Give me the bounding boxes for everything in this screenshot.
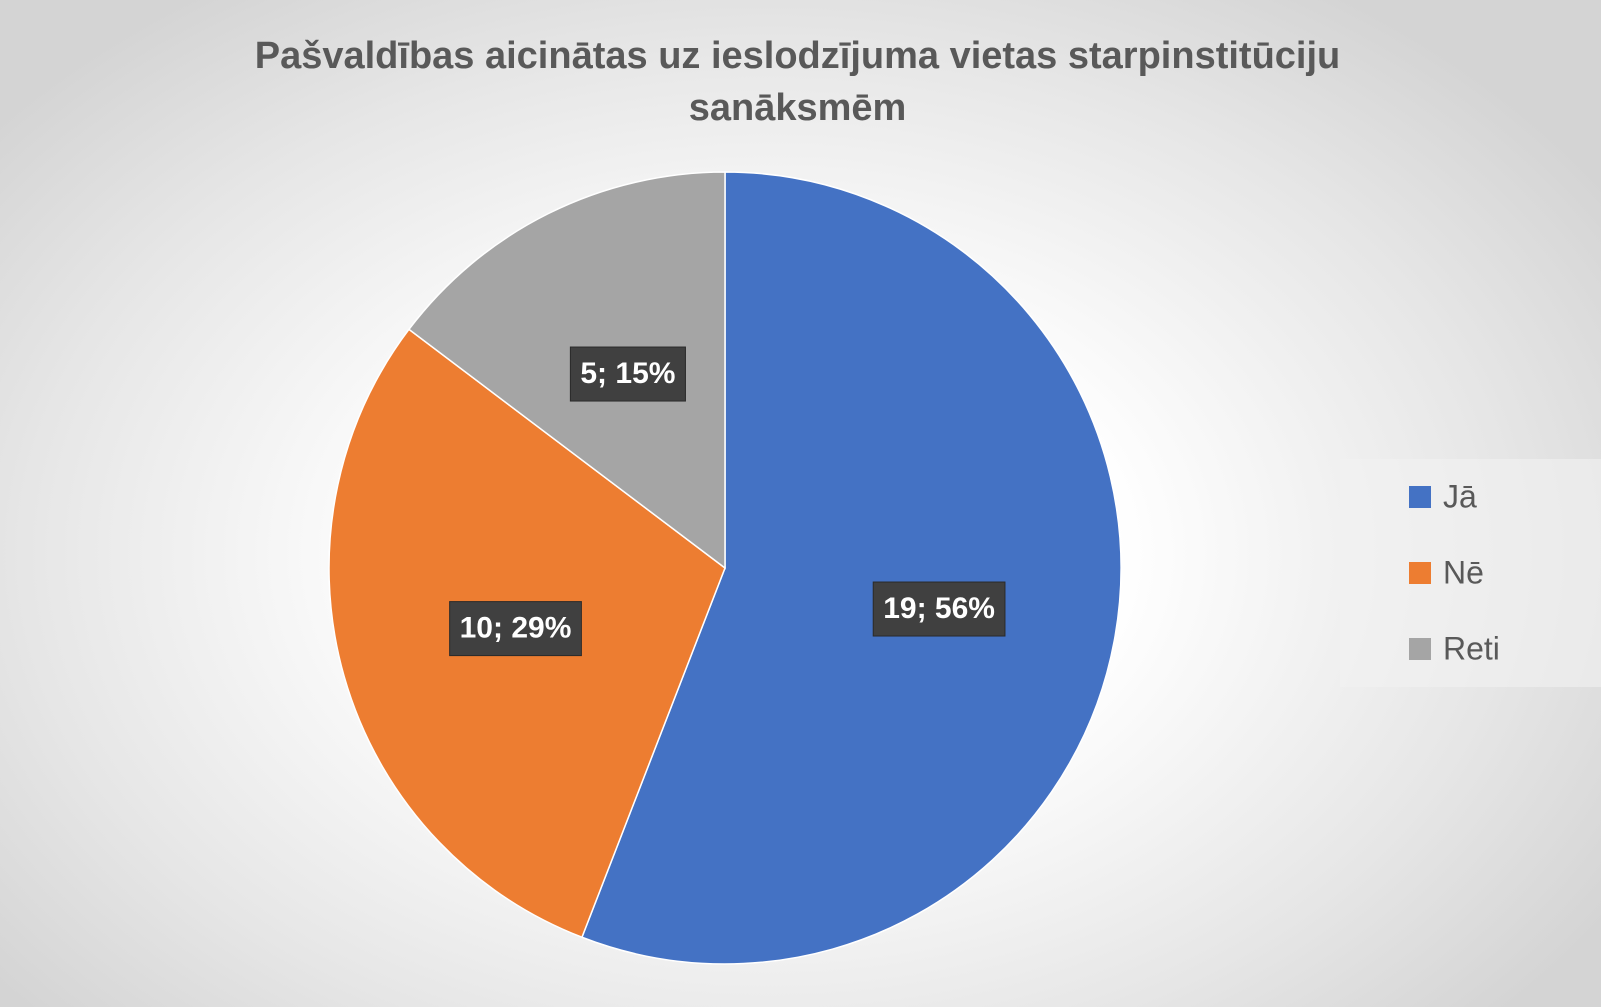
data-label: 10; 29% (449, 601, 582, 657)
legend-box (1340, 459, 1601, 687)
data-label: 5; 15% (569, 346, 686, 402)
pie-slice (407, 171, 726, 570)
data-label-text: 19; 56% (883, 592, 995, 625)
legend-label: Reti (1443, 630, 1500, 666)
data-label: 19; 56% (872, 581, 1006, 637)
legend-swatch (1409, 638, 1431, 660)
legend-label: Nē (1443, 554, 1484, 590)
data-label-box (449, 601, 582, 657)
data-label-box (872, 581, 1006, 637)
data-label-text: 5; 15% (580, 357, 675, 390)
pie-slice (580, 171, 1122, 965)
data-label-box (569, 346, 686, 402)
legend-swatch (1409, 562, 1431, 584)
data-label-text: 10; 29% (460, 612, 572, 645)
legend-label: Jā (1443, 478, 1477, 514)
chart-title: Pašvaldības aicinātas uz ieslodzījuma vi… (254, 35, 1341, 129)
legend-swatch (1409, 486, 1431, 508)
